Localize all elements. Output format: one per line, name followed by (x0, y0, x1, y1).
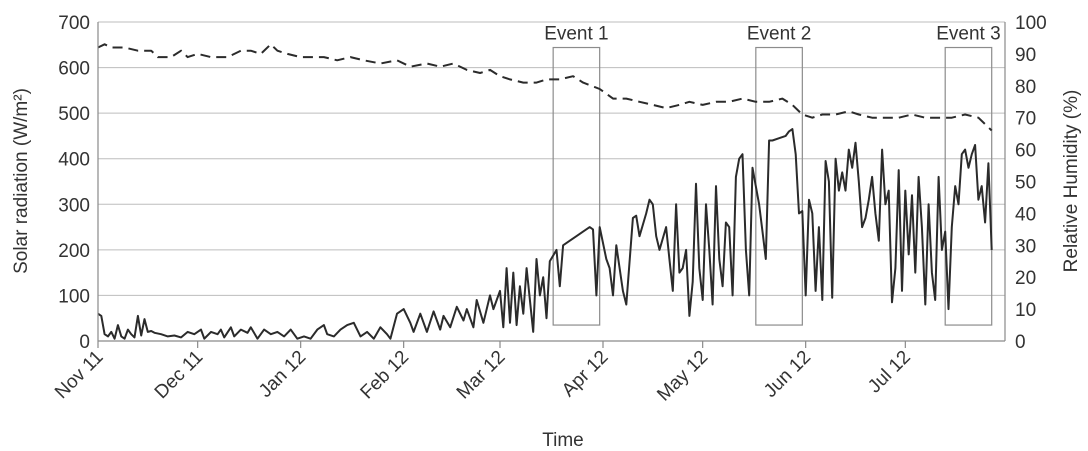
event-box (552, 46, 601, 326)
x-tick-label: May 12 (653, 347, 712, 406)
y-tick-label-right: 60 (1015, 141, 1036, 162)
y-tick-label-right: 30 (1015, 236, 1036, 257)
y-tick-label-left: 200 (58, 241, 90, 262)
x-tick-label: Dec 11 (151, 347, 207, 403)
x-axis-title: Time (542, 430, 584, 451)
event-label: Event 2 (747, 24, 811, 45)
y-tick-label-right: 70 (1015, 109, 1036, 130)
y-tick-label-left: 0 (79, 332, 90, 353)
event-label: Event 3 (936, 24, 1000, 45)
x-tick-label: Nov 11 (51, 347, 107, 403)
x-tick-label: Jan 12 (255, 347, 310, 402)
y-tick-label-right: 40 (1015, 204, 1036, 225)
event-label: Event 1 (544, 24, 608, 45)
y-tick-label-right: 10 (1015, 300, 1036, 321)
y-axis-right-title: Relative Humidity (%) (1061, 90, 1082, 273)
axes (97, 22, 1006, 348)
y-tick-label-right: 20 (1015, 268, 1036, 289)
y-tick-label-left: 600 (58, 59, 90, 80)
x-tick-label: Jul 12 (864, 347, 915, 398)
humidity-series-line (97, 43, 993, 132)
y-tick-label-right: 100 (1015, 13, 1047, 34)
y-tick-label-left: 400 (58, 150, 90, 171)
event-box (944, 46, 993, 326)
x-tick-label: Apr 12 (558, 347, 612, 401)
series-lines (97, 43, 993, 340)
y-tick-label-left: 700 (58, 13, 90, 34)
y-tick-label-right: 0 (1015, 332, 1026, 353)
y-tick-label-left: 500 (58, 104, 90, 125)
y-axis-left-title: Solar radiation (W/m²) (11, 88, 32, 274)
y-tick-label-left: 300 (58, 195, 90, 216)
y-tick-label-right: 80 (1015, 77, 1036, 98)
x-tick-label: Mar 12 (453, 347, 510, 404)
y-tick-label-right: 50 (1015, 173, 1036, 194)
event-box (755, 46, 803, 326)
x-tick-label: Jun 12 (760, 347, 815, 402)
y-tick-label-left: 100 (58, 286, 90, 307)
x-tick-label: Feb 12 (357, 347, 414, 404)
solar-radiation-series-line (97, 128, 993, 340)
y-tick-label-right: 90 (1015, 45, 1036, 66)
gridlines (98, 21, 1005, 342)
